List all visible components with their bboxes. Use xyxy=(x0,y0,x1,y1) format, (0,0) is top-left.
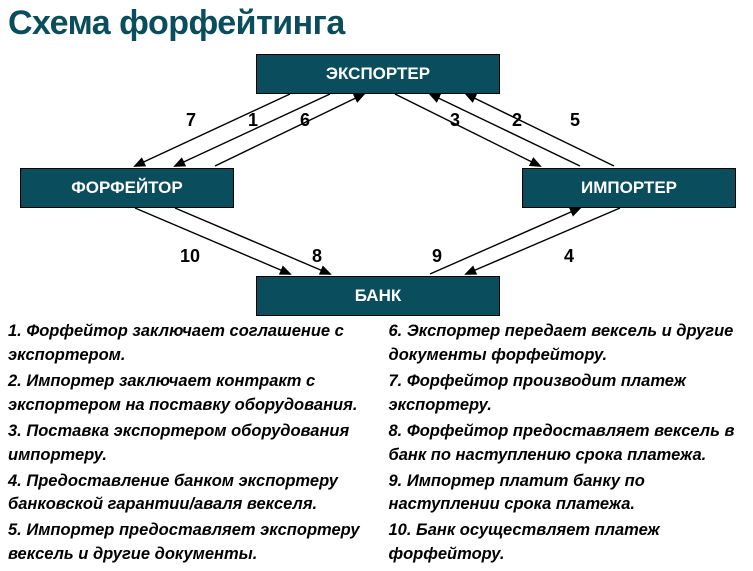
legend-item: 4. Предоставление банком экспортеру банк… xyxy=(8,470,365,518)
forfaiting-diagram: ЭКСПОРТЕРФОРФЕЙТОРИМПОРТЕРБАНК 716325108… xyxy=(0,48,753,308)
node-importer: ИМПОРТЕР xyxy=(522,168,736,208)
legend-item: 2. Импортер заключает контракт с экспорт… xyxy=(8,370,365,418)
legend: 1. Форфейтор заключает соглашение с эксп… xyxy=(8,320,745,569)
edge-label-9: 9 xyxy=(432,246,442,267)
legend-item: 8. Форфейтор предоставляет вексель в бан… xyxy=(389,420,746,468)
edge-label-4: 4 xyxy=(564,246,574,267)
node-bank: БАНК xyxy=(256,276,500,316)
legend-item: 7. Форфейтор производит платеж экспортер… xyxy=(389,370,746,418)
legend-col-left: 1. Форфейтор заключает соглашение с эксп… xyxy=(8,320,365,569)
node-forfaiter: ФОРФЕЙТОР xyxy=(20,168,234,208)
edge-label-6: 6 xyxy=(300,110,310,131)
legend-item: 3. Поставка экспортером оборудования имп… xyxy=(8,420,365,468)
edge-label-10: 10 xyxy=(180,246,200,267)
legend-item: 6. Экспортер передает вексель и другие д… xyxy=(389,320,746,368)
edge-label-5: 5 xyxy=(570,110,580,131)
legend-col-right: 6. Экспортер передает вексель и другие д… xyxy=(389,320,746,569)
legend-item: 5. Импортер предоставляет экспортеру век… xyxy=(8,519,365,567)
page-title: Схема форфейтинга xyxy=(8,4,345,43)
legend-item: 9. Импортер платит банку по наступлении … xyxy=(389,470,746,518)
node-exporter: ЭКСПОРТЕР xyxy=(256,54,500,94)
edge-label-8: 8 xyxy=(312,246,322,267)
legend-item: 10. Банк осуществляет платеж форфейтору. xyxy=(389,519,746,567)
edge-label-7: 7 xyxy=(186,110,196,131)
edge-label-1: 1 xyxy=(248,110,258,131)
legend-item: 1. Форфейтор заключает соглашение с эксп… xyxy=(8,320,365,368)
edge-label-3: 3 xyxy=(450,110,460,131)
edge-label-2: 2 xyxy=(512,110,522,131)
